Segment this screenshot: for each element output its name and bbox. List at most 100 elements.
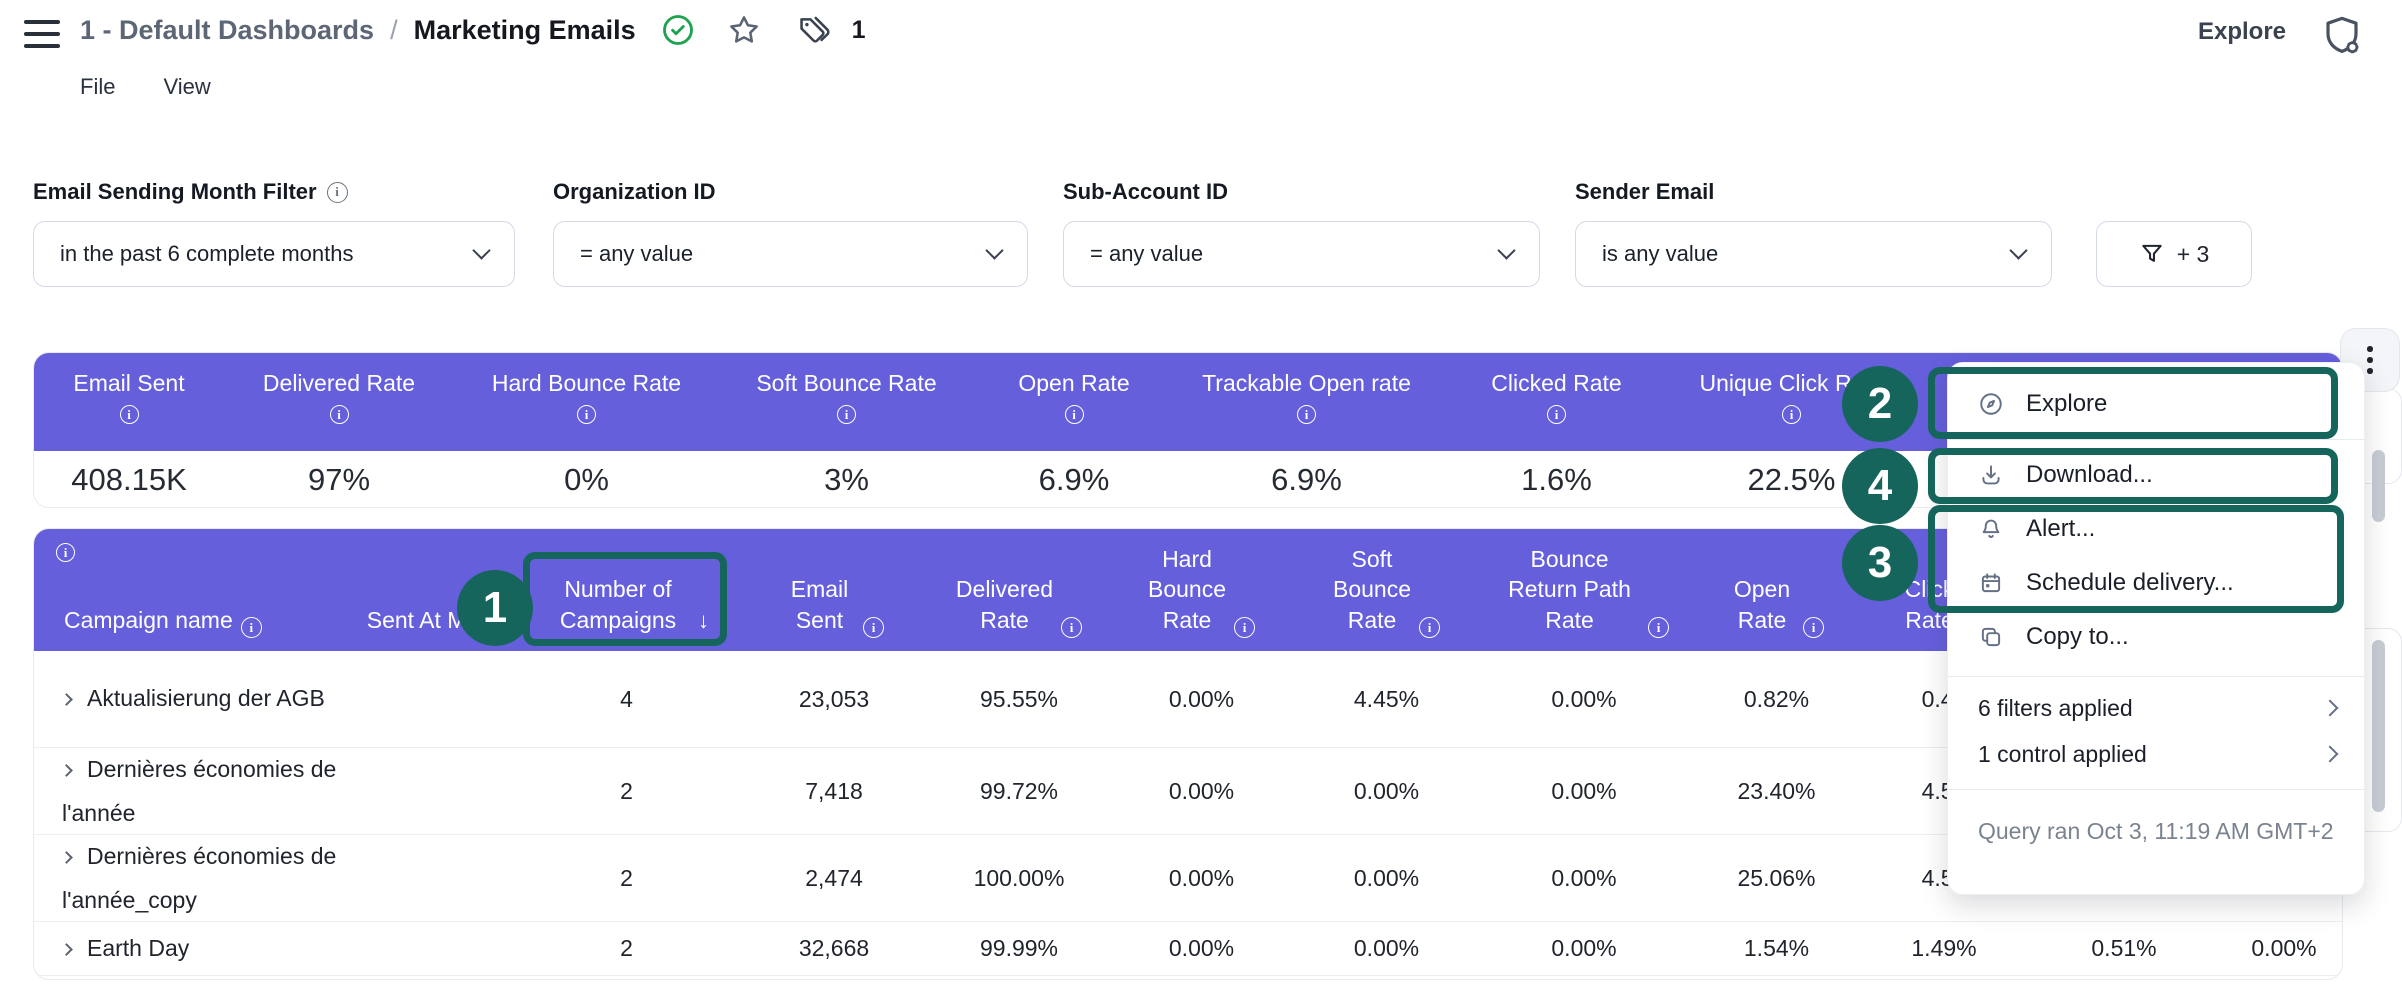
kpi-label: Clicked Rate (1491, 370, 1622, 396)
column-header-soft-bounce-rate[interactable]: Soft Bounce Rate (1294, 529, 1479, 651)
kpi-value: 3% (824, 461, 869, 497)
menu-item-schedule-delivery[interactable]: Schedule delivery... (1948, 556, 2364, 610)
cell: 0.51% (2091, 935, 2157, 961)
menu-item-explore[interactable]: Explore (1948, 377, 2364, 431)
column-header-open-rate[interactable]: Open Rate (1689, 529, 1864, 651)
tags-icon[interactable] (796, 13, 834, 47)
menu-item-label: 6 filters applied (1978, 694, 2133, 721)
kpi-header: Soft Bounce Rate (719, 353, 974, 451)
menu-item-copy-to[interactable]: Copy to... (1948, 610, 2364, 664)
filter-dropdown-sender-email[interactable]: is any value (1575, 221, 2052, 287)
hamburger-menu-button[interactable] (24, 20, 60, 48)
info-icon[interactable] (863, 617, 884, 638)
menu-file[interactable]: File (80, 74, 116, 99)
chevron-down-icon (985, 241, 1004, 260)
column-header-email-sent[interactable]: Email Sent (739, 529, 929, 651)
info-icon[interactable] (1297, 405, 1316, 424)
explore-link[interactable]: Explore (2198, 18, 2287, 45)
info-icon[interactable] (1782, 405, 1801, 424)
cell: 23,053 (798, 685, 870, 712)
cell: 2,474 (805, 865, 863, 892)
menu-item-download[interactable]: Download... (1948, 448, 2364, 502)
info-icon[interactable] (56, 543, 75, 562)
page-title: Marketing Emails (413, 14, 636, 45)
filter-sender-email: Sender Email is any value (1575, 178, 2052, 287)
cell: 99.72% (979, 778, 1058, 805)
info-icon[interactable] (1419, 617, 1440, 638)
more-filters-button[interactable]: + 3 (2096, 221, 2252, 287)
info-icon[interactable] (837, 405, 856, 424)
expand-row-icon[interactable] (60, 764, 73, 777)
kpi-label: Open Rate (1018, 370, 1130, 396)
annotation-badge-3: 3 (1842, 525, 1918, 601)
column-label: Bounce Return Path Rate (1508, 545, 1631, 633)
filter-value: is any value (1602, 241, 1719, 266)
sort-desc-icon (692, 605, 709, 635)
menu-item-label: Alert... (2026, 515, 2096, 542)
compass-icon (1980, 393, 2002, 415)
filter-email-sending-month: Email Sending Month Filter in the past 6… (33, 178, 515, 287)
column-header-number-of-campaigns[interactable]: Number of Campaigns (514, 529, 739, 651)
info-icon[interactable] (329, 405, 349, 424)
info-icon[interactable] (326, 181, 348, 203)
menu-item-control-applied[interactable]: 1 control applied (1948, 731, 2364, 777)
menu-item-label: Download... (2026, 461, 2153, 488)
kpi-label: Trackable Open rate (1202, 370, 1411, 396)
filter-dropdown-email-sending-month[interactable]: in the past 6 complete months (33, 221, 515, 287)
cell: 0.00% (1551, 685, 1617, 712)
column-label: Delivered Rate (955, 576, 1054, 633)
info-icon[interactable] (240, 617, 262, 638)
menu-item-alert[interactable]: Alert... (1948, 502, 2364, 556)
menu-view[interactable]: View (163, 74, 211, 99)
column-header-hard-bounce-rate[interactable]: Hard Bounce Rate (1109, 529, 1294, 651)
cell: 32,668 (798, 935, 870, 961)
info-icon[interactable] (1803, 617, 1824, 638)
cell: 95.55% (979, 685, 1058, 712)
cell: 0.00% (1168, 685, 1235, 712)
column-label: Email Sent (790, 576, 849, 633)
download-icon (1982, 465, 2000, 485)
expand-row-icon[interactable] (60, 942, 73, 956)
cell: 0.82% (1743, 685, 1810, 712)
campaign-name: Dernières économies de l'année_copy (62, 843, 337, 913)
info-icon[interactable] (1061, 617, 1083, 638)
filter-label-text: Email Sending Month Filter (33, 179, 317, 204)
expand-row-icon[interactable] (60, 851, 73, 864)
menu-item-filters-applied[interactable]: 6 filters applied (1948, 685, 2364, 731)
scrollbar-thumb[interactable] (2372, 640, 2385, 812)
cell: 2 (620, 865, 633, 892)
info-icon[interactable] (1648, 617, 1669, 638)
info-icon[interactable] (1547, 405, 1566, 424)
cell: 23.40% (1737, 778, 1816, 805)
campaign-name-cell: Dernières économies de l'année (34, 748, 364, 835)
shield-gear-icon[interactable] (2318, 12, 2366, 60)
kpi-value: 22.5% (1747, 461, 1836, 497)
info-icon[interactable] (577, 405, 596, 424)
filter-value: = any value (1090, 241, 1204, 266)
cell: 0.00% (1168, 935, 1235, 961)
menu-item-label: Schedule delivery... (2026, 569, 2234, 596)
cell: 1.54% (1743, 935, 1810, 961)
info-icon[interactable] (1234, 617, 1255, 638)
filter-dropdown-organization-id[interactable]: = any value (553, 221, 1028, 287)
kpi-value: 0% (564, 461, 609, 497)
info-icon[interactable] (119, 405, 139, 424)
filter-dropdown-sub-account-id[interactable]: = any value (1063, 221, 1540, 287)
info-icon[interactable] (1064, 405, 1084, 424)
cell: 0.00% (1168, 865, 1235, 892)
verified-check-icon (660, 12, 696, 48)
scrollbar-thumb[interactable] (2372, 450, 2385, 522)
calendar-icon (1981, 573, 2001, 593)
favorite-star-button[interactable] (726, 12, 762, 48)
expand-row-icon[interactable] (60, 693, 73, 707)
column-header-campaign-name[interactable]: Campaign name (34, 529, 364, 651)
column-header-bounce-return-path-rate[interactable]: Bounce Return Path Rate (1479, 529, 1689, 651)
menu-divider (1948, 676, 2364, 677)
campaign-name-cell: Aktualisierung der AGB (34, 677, 364, 721)
column-header-delivered-rate[interactable]: Delivered Rate (929, 529, 1109, 651)
filter-label-text: Sender Email (1575, 179, 1715, 204)
cell: 4 (620, 685, 633, 712)
breadcrumb-folder[interactable]: 1 - Default Dashboards (80, 14, 375, 45)
kpi-value: 408.15K (71, 461, 187, 497)
chevron-down-icon (2009, 241, 2028, 260)
